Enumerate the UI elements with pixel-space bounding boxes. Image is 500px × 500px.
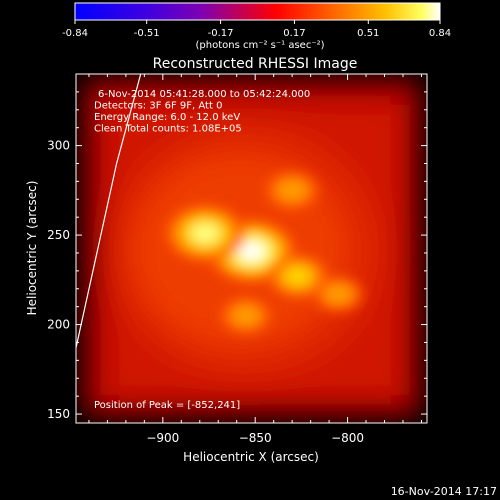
colorbar-ticks: -0.84 -0.51 -0.17 0.17 0.51 0.84: [62, 20, 451, 39]
colorbar-tick-label: -0.51: [134, 28, 160, 39]
emission-source: [323, 283, 354, 305]
info-line: Detectors: 3F 6F 9F, Att 0: [94, 101, 222, 112]
observation-info: 6-Nov-2014 05:41:28.000 to 05:42:24.000D…: [94, 89, 310, 135]
colorbar-tick-label: 0.84: [429, 28, 451, 39]
emission-sources: [165, 171, 364, 334]
emission-source: [284, 266, 311, 286]
y-tick-label: 200: [47, 318, 70, 332]
x-axis-label: Heliocentric X (arcsec): [183, 450, 319, 464]
info-line: 6-Nov-2014 05:41:28.000 to 05:42:24.000: [98, 89, 310, 100]
x-tick-label: −800: [331, 431, 364, 445]
emission-source: [192, 223, 219, 243]
x-tick-label: −850: [239, 431, 272, 445]
solar-limb-curve: [76, 74, 142, 348]
colorbar-tick-label: 0.17: [283, 28, 305, 39]
footer-timestamp: 16-Nov-2014 17:17: [391, 485, 497, 498]
y-axis: 150 200 250 300: [47, 73, 427, 421]
info-line: Clean Total counts: 1.08E+05: [94, 124, 242, 135]
colorbar: -0.84 -0.51 -0.17 0.17 0.51 0.84 (photons cm⁻…: [62, 2, 451, 51]
y-axis-label: Heliocentric Y (arcsec): [25, 181, 39, 316]
x-axis: −900 −850 −800: [88, 74, 422, 445]
colorbar-tick-label: -0.17: [208, 28, 234, 39]
y-tick-label: 250: [47, 228, 70, 242]
y-tick-label: 150: [47, 407, 70, 421]
x-tick-label: −900: [146, 431, 179, 445]
colorbar-gradient: [75, 3, 440, 20]
colorbar-frame: [74, 2, 441, 21]
info-line: Energy Range: 6.0 - 12.0 keV: [94, 112, 240, 123]
emission-source: [230, 304, 262, 327]
colorbar-tick-label: 0.51: [357, 28, 379, 39]
emission-source: [239, 242, 264, 260]
plot-frame: [75, 73, 428, 424]
emission-source: [276, 178, 309, 202]
heatmap-image: [76, 74, 427, 423]
colorbar-tick-label: -0.84: [62, 28, 88, 39]
peak-position-label: Position of Peak = [-852,241]: [94, 400, 240, 411]
colorbar-unit-label: (photons cm⁻² s⁻¹ asec⁻²): [195, 40, 324, 51]
plot-title: Reconstructed RHESSI Image: [153, 56, 358, 72]
y-tick-label: 300: [47, 139, 70, 153]
